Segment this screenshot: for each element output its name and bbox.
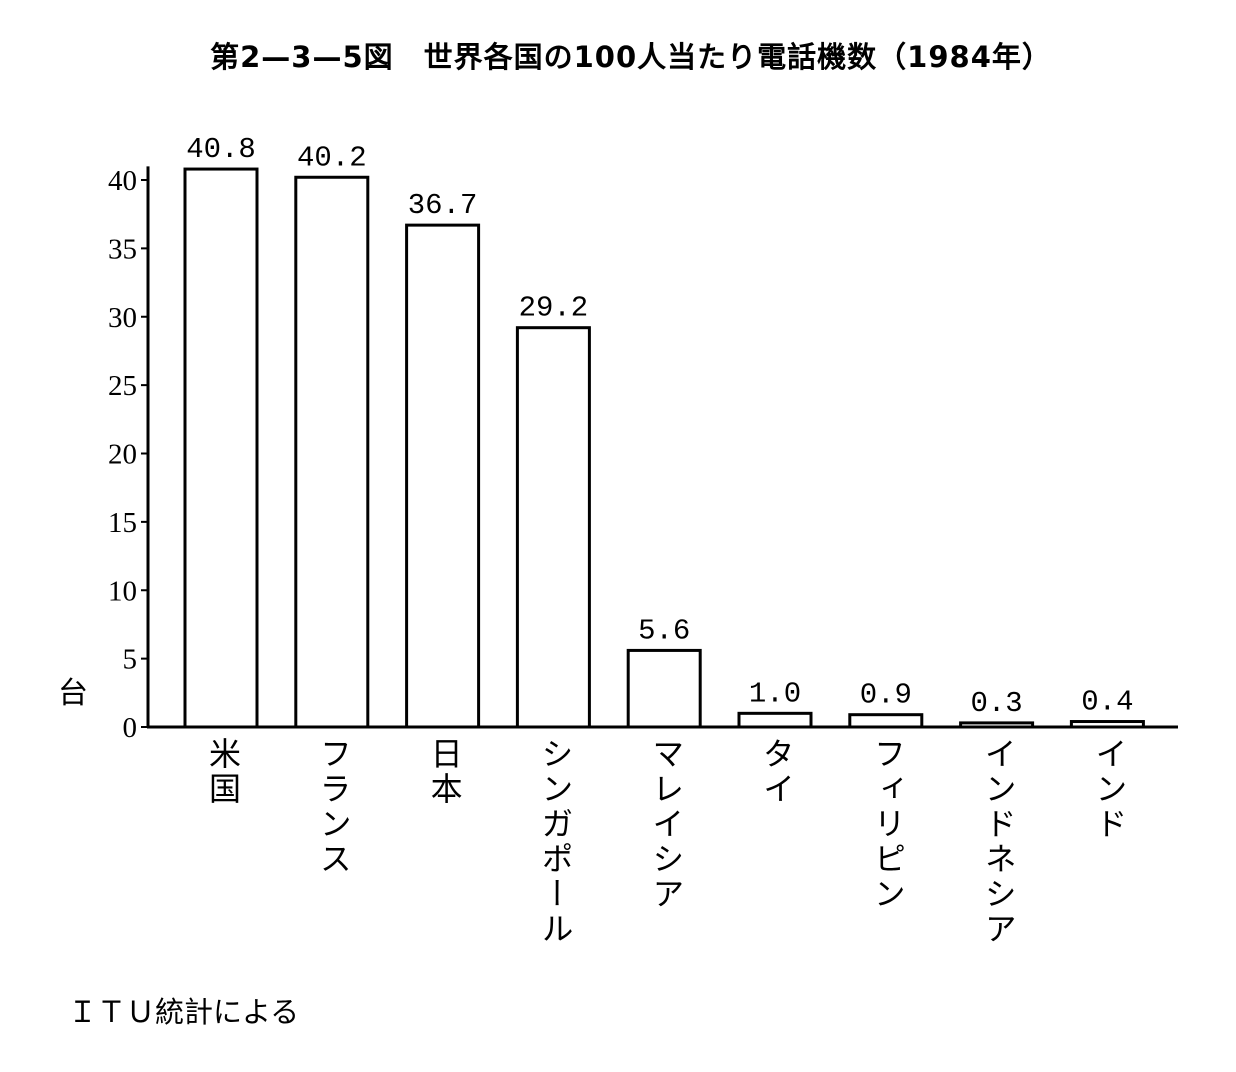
bar-3 [405,223,481,729]
bar-6 [737,711,813,729]
bar-5 [626,648,702,729]
y-tick-label: 15 [108,507,137,539]
value-label-9: 0.4 [1081,686,1133,719]
y-tick-label: 30 [108,302,137,334]
bar-7 [848,713,924,729]
category-label-7: フィリピン [868,737,907,912]
value-label-8: 0.3 [970,687,1022,720]
category-label-3: 日本 [425,737,464,807]
category-label-6: タイ [758,737,796,807]
y-tick-label: 35 [108,233,137,265]
chart-title: 第2—3—5図 世界各国の100人当たり電話機数（1984年） [210,40,1052,74]
y-tick-label: 40 [108,165,137,197]
category-label-5: マレイシア [647,737,686,912]
y-axis-label: 台 [58,676,88,711]
y-tick-label: 20 [108,439,137,471]
value-label-6: 1.0 [749,677,801,710]
y-tick-label: 10 [108,575,137,607]
bar-4 [515,326,591,729]
value-label-2: 40.2 [297,141,367,174]
value-label-7: 0.9 [860,679,912,712]
y-tick-label: 0 [123,712,138,744]
category-label-4: シンガポール [536,737,575,947]
bar-9 [1069,720,1145,729]
category-label-1: 米国 [204,737,242,807]
bar-1 [183,167,259,729]
category-label-8: インドネシア [979,737,1018,947]
bar-8 [959,721,1035,729]
value-label-5: 5.6 [638,614,690,647]
bar-2 [294,175,370,729]
value-label-3: 36.7 [408,189,478,222]
value-label-1: 40.8 [186,133,256,166]
category-label-2: フランス [314,737,353,877]
y-tick-label: 5 [123,644,138,676]
value-label-4: 29.2 [519,292,589,325]
source-note: ＩＴＵ統計による [68,995,300,1029]
y-tick-label: 25 [108,370,137,402]
category-label-9: インド [1090,737,1129,842]
